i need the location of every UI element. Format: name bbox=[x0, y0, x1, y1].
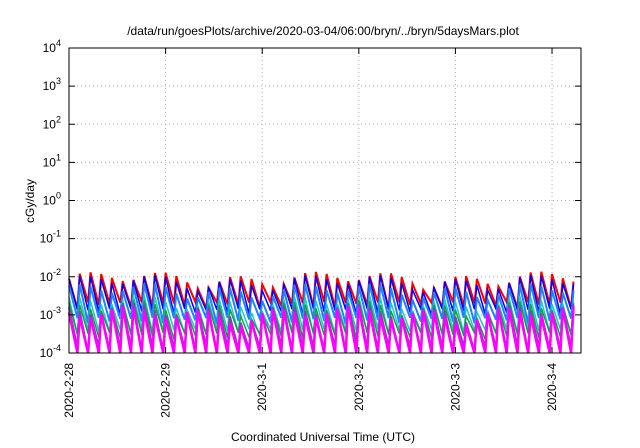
x-tick-label: 2020-2-29 bbox=[159, 363, 173, 418]
y-tick-label: 103 bbox=[43, 76, 61, 93]
y-tick-base: 10 bbox=[43, 155, 57, 169]
y-tick-exponent: -2 bbox=[53, 267, 61, 277]
y-tick-exponent: -1 bbox=[53, 229, 61, 239]
y-tick-base: 10 bbox=[43, 194, 57, 208]
x-tick-label: 2020-3-3 bbox=[448, 363, 462, 411]
y-tick-label: 102 bbox=[43, 114, 61, 131]
x-tick-label: 2020-3-1 bbox=[255, 363, 269, 411]
y-tick-exponent: -4 bbox=[53, 343, 61, 353]
y-tick-exponent: -3 bbox=[53, 305, 61, 315]
x-tick-label: 2020-3-2 bbox=[352, 363, 366, 411]
chart-title: /data/run/goesPlots/archive/2020-03-04/0… bbox=[127, 24, 519, 38]
y-axis-label: cGy/day bbox=[23, 179, 37, 223]
ticks: 2020-2-28 2020-2-29 2020-3-1 2020-3-2 2020-3… bbox=[40, 38, 581, 418]
y-tick-label: 10-3 bbox=[40, 305, 61, 322]
y-tick-exponent: 2 bbox=[56, 114, 61, 124]
y-tick-base: 10 bbox=[43, 117, 57, 131]
x-tick-label: 2020-3-4 bbox=[545, 363, 559, 411]
y-tick-exponent: 4 bbox=[56, 38, 61, 48]
y-tick-label: 10-1 bbox=[40, 229, 61, 246]
y-tick-label: 10-4 bbox=[40, 343, 61, 360]
y-tick-exponent: 1 bbox=[56, 152, 61, 162]
y-tick-base: 10 bbox=[40, 232, 54, 246]
series-group bbox=[67, 271, 575, 354]
x-tick-label: 2020-2-28 bbox=[62, 363, 76, 418]
y-tick-base: 10 bbox=[43, 41, 57, 55]
y-tick-base: 10 bbox=[43, 79, 57, 93]
y-tick-label: 104 bbox=[43, 38, 61, 55]
y-tick-label: 101 bbox=[43, 152, 61, 169]
x-axis-label: Coordinated Universal Time (UTC) bbox=[231, 430, 415, 444]
y-tick-label: 100 bbox=[43, 191, 61, 208]
series-line bbox=[67, 306, 575, 354]
y-tick-exponent: 3 bbox=[56, 76, 61, 86]
y-tick-exponent: 0 bbox=[56, 191, 61, 201]
y-tick-label: 10-2 bbox=[40, 267, 61, 284]
series-line bbox=[68, 283, 575, 325]
y-tick-base: 10 bbox=[40, 308, 54, 322]
y-tick-base: 10 bbox=[40, 346, 54, 360]
y-tick-base: 10 bbox=[40, 270, 54, 284]
